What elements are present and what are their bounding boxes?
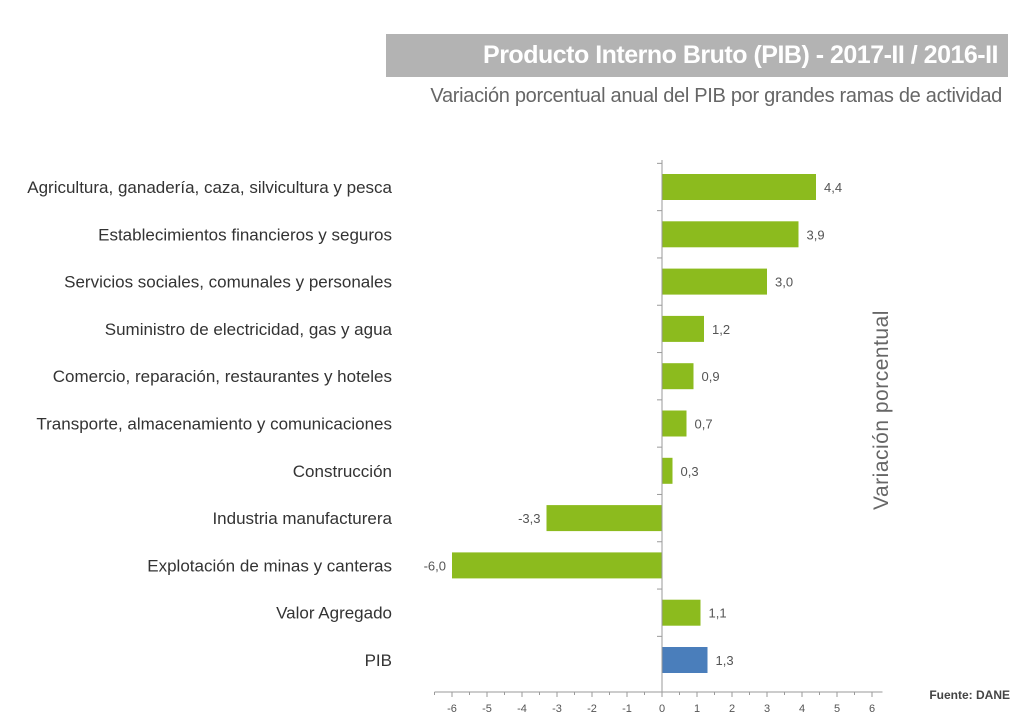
axis-title: Variación porcentual [870, 310, 893, 510]
x-tick-label-9: 3 [764, 703, 770, 715]
x-tick-label-4: -2 [587, 703, 597, 715]
x-tick-label-0: -6 [447, 703, 457, 715]
category-label-10: PIB [365, 651, 392, 670]
value-label-6: 0,3 [681, 464, 699, 479]
bar-0 [662, 174, 816, 200]
x-tick-label-12: 6 [869, 703, 875, 715]
x-tick-label-6: 0 [659, 703, 665, 715]
x-tick-label-2: -4 [517, 703, 527, 715]
bar-6 [662, 457, 673, 484]
value-label-2: 3,0 [775, 275, 793, 290]
x-tick-label-1: -5 [482, 703, 492, 715]
category-label-9: Valor Agregado [276, 604, 392, 623]
category-label-2: Servicios sociales, comunales y personal… [64, 273, 392, 292]
bar-10 [662, 647, 708, 673]
bar-5 [662, 410, 687, 437]
x-tick-label-11: 5 [834, 703, 840, 715]
value-label-8: -6,0 [424, 558, 446, 573]
bar-4 [662, 363, 694, 390]
category-label-4: Comercio, reparación, restaurantes y hot… [53, 367, 392, 386]
chart-title: Producto Interno Bruto (PIB) - 2017-II /… [483, 41, 998, 69]
category-label-1: Establecimientos financieros y seguros [98, 225, 392, 244]
x-tick-label-10: 4 [799, 703, 805, 715]
value-label-7: -3,3 [518, 511, 540, 526]
category-label-5: Transporte, almacenamiento y comunicacio… [36, 415, 392, 434]
source-note: Fuente: DANE [929, 688, 1010, 702]
labels-layer: Agricultura, ganadería, caza, silvicultu… [27, 178, 842, 670]
value-label-1: 3,9 [807, 227, 825, 242]
value-label-4: 0,9 [702, 369, 720, 384]
bars-layer [452, 174, 816, 673]
value-label-5: 0,7 [695, 417, 713, 432]
bar-3 [662, 315, 704, 342]
title-band: Producto Interno Bruto (PIB) - 2017-II /… [386, 34, 1008, 77]
x-tick-label-5: -1 [622, 703, 632, 715]
value-label-10: 1,3 [716, 653, 734, 668]
category-label-3: Suministro de electricidad, gas y agua [105, 320, 393, 339]
category-label-0: Agricultura, ganadería, caza, silvicultu… [27, 178, 392, 197]
category-label-8: Explotación de minas y canteras [147, 556, 392, 575]
chart-subtitle: Variación porcentual anual del PIB por g… [430, 85, 1002, 107]
x-tick-label-8: 2 [729, 703, 735, 715]
value-label-9: 1,1 [709, 606, 727, 621]
category-label-6: Construcción [293, 462, 392, 481]
x-tick-label-7: 1 [694, 703, 700, 715]
x-tick-label-3: -3 [552, 703, 562, 715]
bar-7 [546, 505, 662, 532]
bar-8 [452, 552, 662, 579]
category-label-7: Industria manufacturera [212, 509, 392, 528]
bar-9 [662, 599, 701, 626]
value-label-3: 1,2 [712, 322, 730, 337]
bar-1 [662, 221, 799, 248]
axis-layer: -6 -5 -4 -3 -2 -1 0 1 2 3 4 5 6 [434, 160, 883, 715]
bar-2 [662, 268, 767, 295]
value-label-0: 4,4 [824, 180, 842, 195]
